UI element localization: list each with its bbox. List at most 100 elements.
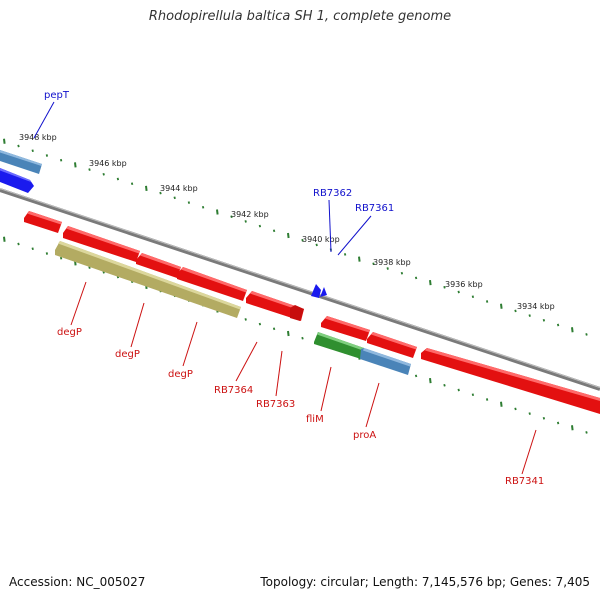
- label-degP-1: degP: [57, 327, 82, 338]
- gene-RB7362-marker: [311, 284, 327, 298]
- gene-pepT: [0, 150, 42, 174]
- outer-scale-tick: [443, 285, 446, 289]
- outer-scale-tick: [556, 323, 560, 327]
- outer-scale-tick: [386, 267, 389, 270]
- inner-scale-tick: [287, 330, 290, 337]
- inner-scale-tick: [429, 377, 432, 384]
- outer-scale-tick: [102, 172, 105, 176]
- inner-scale-tick: [500, 401, 503, 407]
- gene-degP-1: [63, 226, 140, 262]
- label-proA: proA: [353, 430, 376, 441]
- outer-scale-tick: [514, 309, 517, 313]
- inner-scale-tick: [45, 252, 49, 255]
- inner-scale-tick: [272, 327, 276, 331]
- genome-backbone: [0, 188, 600, 391]
- gene-RB7363: [290, 305, 304, 321]
- outer-scale-tick: [571, 327, 574, 333]
- outer-scale-tick: [258, 224, 262, 228]
- scale-label-3946: 3946 kbp: [89, 159, 127, 168]
- outer-scale-tick: [130, 182, 134, 186]
- outer-scale-tick: [3, 138, 6, 144]
- map-title: Rhodopirellula baltica SH 1, complete ge…: [148, 9, 452, 24]
- outer-scale-tick: [59, 158, 63, 162]
- gene-red-1: [24, 211, 62, 233]
- outer-scale-tick: [145, 185, 148, 192]
- label-pepT: pepT: [44, 90, 70, 101]
- scale-label-3940: 3940 kbp: [302, 235, 340, 244]
- outer-scale-tick: [414, 276, 418, 280]
- outer-scale-tick: [159, 191, 162, 195]
- outer-scale-tick: [585, 333, 588, 336]
- scale-label-3938: 3938 kbp: [373, 258, 411, 267]
- gene-red-right-1: [321, 316, 370, 341]
- scale-label-3948: 3948 kbp: [19, 133, 57, 142]
- inner-scale-tick: [31, 247, 34, 251]
- gene-red-right-2: [367, 332, 417, 358]
- outer-scale-tick: [116, 177, 120, 181]
- outer-scale-tick: [31, 149, 34, 153]
- label-fliM: fliM: [306, 414, 324, 425]
- outer-scale-tick: [187, 201, 191, 204]
- inner-scale-tick: [59, 256, 63, 260]
- gene-degP-3: [177, 267, 247, 301]
- label-RB7361: RB7361: [355, 203, 394, 214]
- outer-scale-tick: [230, 215, 233, 219]
- inner-scale-tick: [17, 242, 20, 246]
- inner-scale-tick: [258, 322, 262, 326]
- scale-label-3936: 3936 kbp: [445, 280, 483, 289]
- inner-scale-tick: [443, 383, 446, 387]
- outer-scale-tick: [429, 279, 432, 286]
- outer-scale-tick: [315, 243, 318, 247]
- label-RB7341: RB7341: [505, 476, 544, 487]
- gene-RB7341: [421, 348, 600, 414]
- gene-degP-olive: [55, 241, 241, 318]
- outer-scale-tick: [542, 318, 546, 322]
- outer-scale-tick: [244, 220, 247, 223]
- outer-scale-tick: [287, 232, 290, 239]
- genome-summary-text: Topology: circular; Length: 7,145,576 bp…: [260, 575, 590, 589]
- label-degP-2: degP: [115, 349, 140, 360]
- outer-scale-tick: [201, 205, 205, 209]
- red-leader-lines: [70, 281, 537, 475]
- scale-label-3934: 3934 kbp: [517, 302, 555, 311]
- scale-label-3944: 3944 kbp: [160, 184, 198, 193]
- outer-scale-tick: [485, 300, 489, 303]
- genome-backbone-highlight: [0, 188, 600, 389]
- outer-scale-tick: [216, 209, 219, 215]
- outer-scale-tick: [471, 295, 475, 299]
- label-RB7362: RB7362: [313, 188, 352, 199]
- outer-scale-tick: [500, 303, 503, 309]
- inner-scale-tick: [542, 416, 546, 420]
- label-RB7364: RB7364: [214, 385, 253, 396]
- outer-scale-tick: [528, 314, 531, 317]
- outer-scale-tick: [301, 238, 304, 242]
- outer-scale-tick: [17, 144, 20, 148]
- outer-scale-tick: [45, 154, 49, 157]
- inner-scale-tick: [485, 398, 489, 401]
- gene-proA: [360, 348, 411, 375]
- outer-scale-tick: [400, 271, 404, 275]
- outer-scale-tick: [358, 256, 361, 262]
- inner-scale-tick: [3, 236, 6, 242]
- outer-scale-ticks: [3, 138, 588, 336]
- gene-blue-arrow: [0, 168, 34, 193]
- inner-scale-tick: [571, 425, 574, 431]
- inner-scale-tick: [457, 388, 460, 392]
- outer-scale-tick: [272, 229, 276, 233]
- inner-scale-tick: [585, 431, 588, 434]
- outer-scale-tick: [88, 168, 91, 171]
- accession-text: Accession: NC_005027: [9, 575, 146, 589]
- gene-fliM: [314, 332, 364, 359]
- outer-scale-tick: [372, 262, 375, 266]
- gene-RB7364: [246, 291, 304, 321]
- inner-scale-tick: [514, 407, 517, 411]
- label-RB7363: RB7363: [256, 399, 295, 410]
- outer-scale-tick: [173, 196, 176, 200]
- outer-scale-tick: [343, 253, 347, 256]
- blue-leader-lines: [33, 101, 372, 256]
- gene-degP-2: [136, 253, 181, 278]
- outer-scale-tick: [457, 290, 460, 294]
- label-degP-3: degP: [168, 369, 193, 380]
- inner-scale-tick: [414, 374, 418, 378]
